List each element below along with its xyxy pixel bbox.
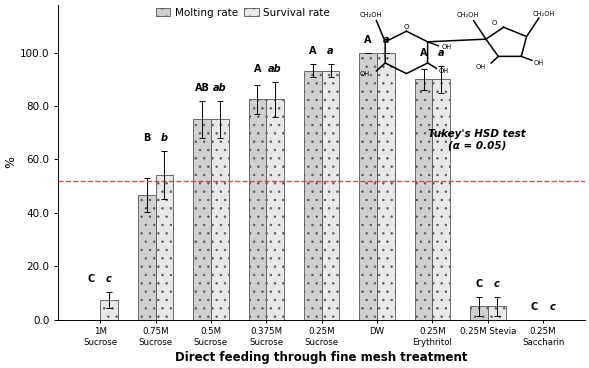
Text: ab: ab (269, 64, 282, 74)
Text: OH: OH (438, 68, 448, 74)
Text: OH: OH (534, 60, 544, 66)
Text: CH₂OH: CH₂OH (457, 12, 479, 18)
Text: O: O (403, 24, 409, 29)
Y-axis label: %: % (4, 156, 17, 168)
Text: a: a (383, 35, 389, 45)
Text: OH: OH (442, 44, 452, 50)
Bar (211, 119, 229, 320)
Bar (322, 71, 339, 320)
Text: c: c (106, 273, 112, 284)
Text: C: C (531, 302, 538, 312)
Text: AB: AB (194, 83, 210, 93)
Text: C: C (88, 273, 95, 284)
Text: b: b (161, 133, 168, 143)
Text: OH: OH (476, 64, 486, 70)
Bar (432, 79, 450, 320)
Text: a: a (327, 46, 334, 56)
Text: A: A (309, 46, 316, 56)
Legend: Molting rate, Survival rate: Molting rate, Survival rate (152, 4, 334, 22)
Bar (249, 99, 266, 320)
Bar (415, 79, 432, 320)
Bar (304, 71, 322, 320)
Bar (138, 195, 155, 320)
X-axis label: Direct feeding through fine mesh treatment: Direct feeding through fine mesh treatme… (176, 351, 468, 364)
Bar (377, 53, 395, 320)
Text: c: c (549, 302, 555, 312)
Text: A: A (365, 35, 372, 45)
Bar (266, 99, 284, 320)
Text: CH₂OH: CH₂OH (360, 12, 382, 18)
Bar (470, 306, 488, 320)
Text: ab: ab (213, 83, 227, 93)
Bar (193, 119, 211, 320)
Bar (359, 53, 377, 320)
Text: a: a (438, 48, 445, 58)
Text: A: A (420, 48, 427, 58)
Text: CH₂OH: CH₂OH (533, 11, 555, 17)
Text: B: B (143, 133, 150, 143)
Text: O: O (492, 20, 498, 26)
Text: c: c (494, 279, 499, 289)
Text: A: A (254, 64, 261, 74)
Bar (100, 300, 118, 320)
Text: C: C (475, 279, 482, 289)
Bar (488, 306, 505, 320)
Text: OH: OH (359, 71, 369, 77)
Bar (155, 175, 173, 320)
Text: Tukey's HSD test
(α = 0.05): Tukey's HSD test (α = 0.05) (428, 129, 526, 151)
